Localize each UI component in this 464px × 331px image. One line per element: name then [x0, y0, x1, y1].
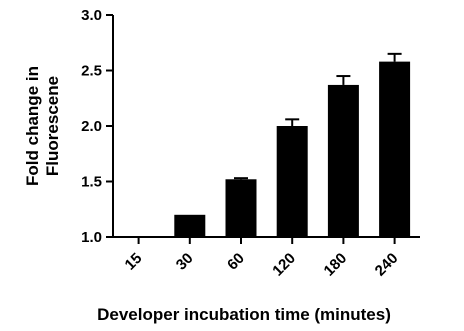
x-tick-label: 60	[224, 250, 248, 274]
bar-30	[174, 214, 206, 237]
y-tick-label: 1.5	[81, 174, 102, 191]
x-tick-label: 120	[269, 250, 299, 280]
y-tick-label: 2.5	[81, 63, 102, 80]
x-axis-title: Developer incubation time (minutes)	[97, 305, 391, 324]
y-axis-title: Fold change inFluorescene	[23, 66, 62, 186]
bar-60	[225, 179, 257, 237]
x-tick-label: 15	[122, 250, 146, 274]
bars	[174, 61, 411, 238]
y-tick-label: 1.0	[81, 229, 102, 246]
y-tick-label: 3.0	[81, 7, 102, 24]
x-tick-label: 30	[173, 250, 197, 274]
y-axis: 1.0 1.5 2.0 2.5 3.0	[81, 7, 114, 246]
x-axis: 15 30 60 120 180 240	[112, 236, 420, 280]
y-axis-title-line: Fluorescene	[43, 76, 62, 176]
x-tick-label: 240	[372, 250, 402, 280]
bar-240	[379, 61, 411, 238]
bar-120	[276, 126, 308, 237]
bar-180	[327, 84, 359, 238]
x-tick-label: 180	[321, 250, 351, 280]
y-axis-title-line: Fold change in	[23, 66, 42, 186]
error-bars	[234, 52, 402, 180]
y-tick-label: 2.0	[81, 118, 102, 135]
